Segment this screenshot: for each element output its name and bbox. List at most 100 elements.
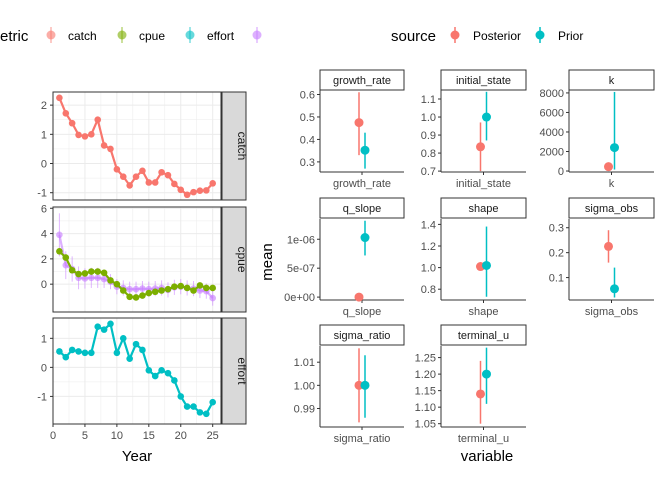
legend-title: etric xyxy=(0,28,29,45)
x-tick-label: 15 xyxy=(143,430,155,442)
data-point xyxy=(158,287,165,294)
data-point xyxy=(81,133,89,140)
data-point xyxy=(196,287,204,294)
data-point xyxy=(56,247,63,255)
mean-point-posterior xyxy=(604,241,613,251)
y-tick-label: 4 xyxy=(41,229,47,241)
x-tick-label: sigma_ratio xyxy=(334,433,391,445)
data-point xyxy=(107,277,114,284)
y-tick-label: 1.00 xyxy=(294,380,315,392)
y-tick-label: 1e-06 xyxy=(287,234,315,246)
y-tick-label: 1.2 xyxy=(421,241,436,253)
y-tick-label: 0.3 xyxy=(300,157,315,169)
facet-strip xyxy=(319,324,405,346)
facet-strip xyxy=(221,91,247,201)
y-tick-label: 0 xyxy=(41,159,47,171)
y-tick-label: 1.10 xyxy=(415,402,436,414)
panel-border xyxy=(52,206,222,313)
mean-point-prior xyxy=(610,143,619,153)
mean-point-posterior xyxy=(354,118,364,128)
data-point xyxy=(81,270,89,277)
y-tick-label: 8000 xyxy=(540,88,564,100)
data-point xyxy=(145,366,153,374)
legend-title: source xyxy=(391,28,436,45)
y-tick-label: 0.5 xyxy=(300,112,315,124)
data-point xyxy=(171,283,178,290)
data-point xyxy=(209,284,216,292)
data-point xyxy=(119,173,127,180)
data-point xyxy=(196,282,204,289)
data-point xyxy=(132,173,140,180)
x-tick-label: shape xyxy=(469,306,499,318)
mean-point-prior xyxy=(610,284,619,294)
data-point xyxy=(62,110,70,117)
legend-label: Prior xyxy=(558,29,583,43)
y-tick-label: 2 xyxy=(41,254,47,266)
data-point xyxy=(145,289,153,297)
data-point xyxy=(100,275,108,283)
legend-key-point xyxy=(185,30,195,40)
data-point xyxy=(100,326,108,333)
x-tick-label: k xyxy=(609,178,615,190)
legend-label: catch xyxy=(68,29,97,43)
data-point xyxy=(113,349,121,357)
legend-key-point xyxy=(450,30,460,40)
data-point xyxy=(164,285,172,293)
data-point xyxy=(151,179,159,186)
data-point xyxy=(203,284,210,292)
data-point xyxy=(68,119,76,127)
mean-point-prior xyxy=(360,145,370,155)
data-point xyxy=(94,274,102,282)
data-point xyxy=(139,346,146,354)
data-point xyxy=(68,266,76,274)
panel-border xyxy=(52,317,222,425)
x-tick-label: terminal_u xyxy=(458,433,509,445)
y-tick-label: 1.0 xyxy=(421,112,436,124)
mean-point-posterior xyxy=(354,292,364,302)
legend-key-point xyxy=(46,30,56,40)
data-point xyxy=(56,348,63,355)
data-point xyxy=(183,284,191,292)
data-point xyxy=(190,287,197,294)
y-tick-label: 0.8 xyxy=(421,284,436,296)
data-point xyxy=(126,182,133,189)
facet-strip xyxy=(440,197,527,219)
data-point xyxy=(68,346,76,354)
y-tick-label: 5e-07 xyxy=(287,263,315,275)
y-tick-label: 1.25 xyxy=(415,353,436,365)
y-tick-label: 1.0 xyxy=(421,263,436,275)
legend-key-point xyxy=(535,30,545,40)
data-point xyxy=(164,171,172,179)
data-point xyxy=(183,403,191,410)
mean-point-prior xyxy=(360,233,370,243)
y-tick-label: 1 xyxy=(41,129,47,141)
data-point xyxy=(62,254,70,261)
data-point xyxy=(113,280,121,288)
data-point xyxy=(177,186,185,194)
y-tick-label: 0.4 xyxy=(300,134,315,146)
facet-strip-label: k xyxy=(609,75,615,87)
data-point xyxy=(151,288,159,296)
y-tick-label: 0 xyxy=(41,362,47,374)
facet-strip-label: catch xyxy=(235,132,249,161)
facet-strip-label: sigma_obs xyxy=(585,203,639,215)
data-point xyxy=(81,349,89,357)
y-tick-label: 0.6 xyxy=(300,89,315,101)
y-tick-label: 1.15 xyxy=(415,386,436,398)
data-point xyxy=(56,231,63,239)
x-tick-label: q_slope xyxy=(343,306,382,318)
legend-label: cpue xyxy=(139,29,165,43)
facet-strip xyxy=(319,69,405,91)
x-tick-label: sigma_obs xyxy=(585,306,639,318)
panel-background xyxy=(52,91,222,201)
y-tick-label: 0.1 xyxy=(549,273,564,285)
x-tick-label: growth_rate xyxy=(333,178,391,190)
facet-strip xyxy=(568,69,655,91)
facet-strip xyxy=(440,69,527,91)
y-tick-label: -1 xyxy=(37,188,47,200)
data-point xyxy=(88,268,95,275)
legend-label: Posterior xyxy=(473,29,521,43)
data-point xyxy=(203,187,210,194)
y-tick-label: 1.1 xyxy=(421,94,436,106)
